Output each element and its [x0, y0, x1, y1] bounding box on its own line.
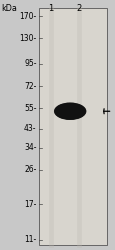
Text: 130-: 130- [19, 34, 36, 43]
Text: 34-: 34- [24, 143, 36, 152]
Ellipse shape [55, 104, 84, 119]
Ellipse shape [61, 108, 78, 115]
Text: 2: 2 [76, 4, 81, 13]
Ellipse shape [60, 107, 79, 116]
Text: kDa: kDa [1, 4, 17, 13]
Ellipse shape [54, 103, 85, 120]
Ellipse shape [58, 106, 81, 117]
Ellipse shape [60, 107, 79, 115]
Ellipse shape [55, 103, 85, 119]
Ellipse shape [56, 104, 83, 118]
FancyBboxPatch shape [39, 8, 106, 245]
Text: 1: 1 [48, 4, 53, 13]
Text: 43-: 43- [24, 124, 36, 133]
Ellipse shape [57, 105, 82, 118]
Ellipse shape [57, 104, 83, 118]
Ellipse shape [57, 105, 82, 118]
Ellipse shape [59, 106, 80, 116]
Text: 11-: 11- [24, 236, 36, 244]
Ellipse shape [54, 103, 85, 120]
Text: 170-: 170- [19, 12, 36, 21]
Text: 72-: 72- [24, 82, 36, 91]
Ellipse shape [56, 104, 83, 118]
Ellipse shape [53, 102, 86, 120]
Ellipse shape [58, 106, 81, 117]
Ellipse shape [59, 106, 80, 116]
Text: 55-: 55- [24, 104, 36, 113]
Ellipse shape [59, 106, 81, 117]
Ellipse shape [55, 104, 84, 119]
Text: 17-: 17- [24, 200, 36, 209]
Ellipse shape [60, 107, 79, 116]
Text: 95-: 95- [24, 59, 36, 68]
Text: 26-: 26- [24, 165, 36, 174]
